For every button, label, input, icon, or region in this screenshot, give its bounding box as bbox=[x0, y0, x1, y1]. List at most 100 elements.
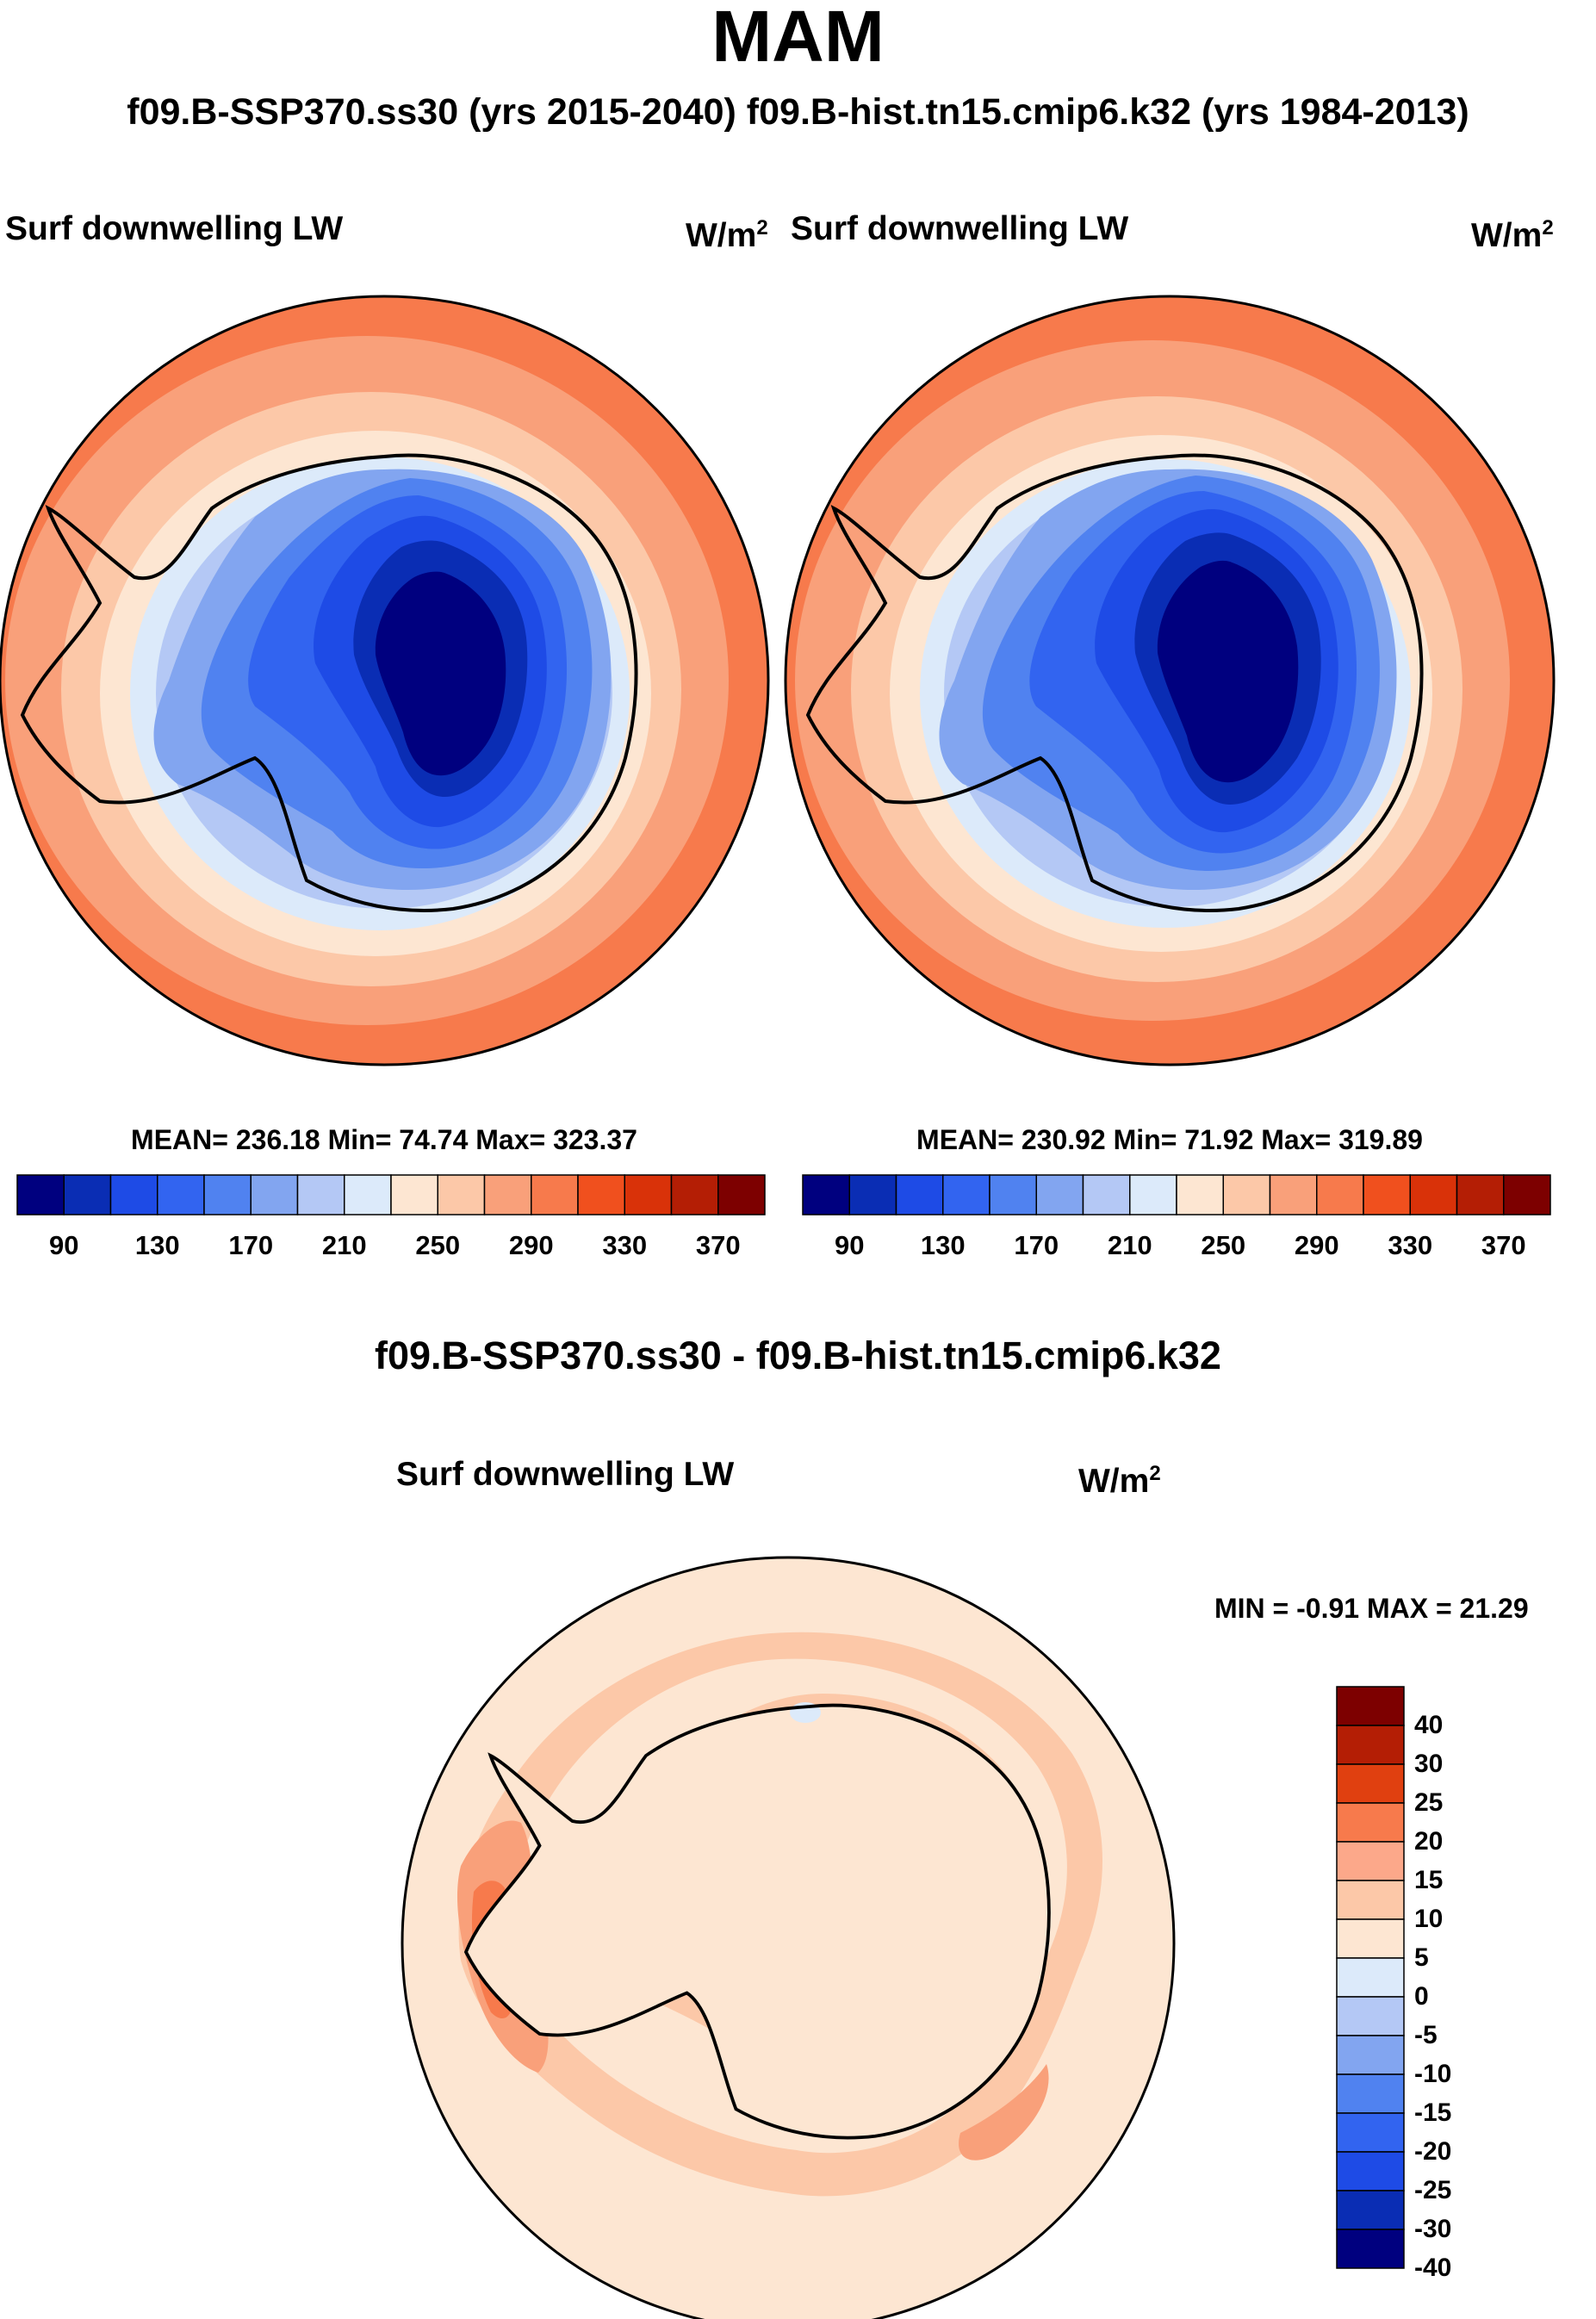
difference-colorbar-swatch bbox=[1336, 1686, 1405, 1726]
difference-colorbar-tick-label: 25 bbox=[1414, 1788, 1444, 1817]
main-title: MAM bbox=[711, 0, 885, 77]
difference-colorbar-swatch bbox=[1336, 2190, 1405, 2230]
difference-map-border bbox=[401, 1556, 1176, 2319]
left-colorbar-swatch bbox=[531, 1174, 579, 1215]
right-colorbar-swatch bbox=[1316, 1174, 1364, 1215]
right-colorbar-tick-label: 290 bbox=[1294, 1230, 1339, 1260]
right-colorbar-swatch bbox=[802, 1174, 850, 1215]
right-plot-label: Surf downwelling LW bbox=[791, 210, 1129, 247]
difference-colorbar-swatch bbox=[1336, 1957, 1405, 1998]
right-colorbar-tick-label: 130 bbox=[920, 1230, 966, 1260]
difference-colorbar-tick-label: -15 bbox=[1414, 2098, 1452, 2127]
right-colorbar-swatch bbox=[1409, 1174, 1458, 1215]
difference-minmax: MIN = -0.91 MAX = 21.29 bbox=[1214, 1593, 1529, 1624]
left-colorbar-tick-label: 370 bbox=[695, 1230, 741, 1260]
difference-colorbar-swatch bbox=[1336, 2112, 1405, 2153]
difference-plot-label: Surf downwelling LW bbox=[396, 1456, 735, 1493]
left-colorbar-swatch bbox=[670, 1174, 719, 1215]
difference-colorbar-swatch bbox=[1336, 1918, 1405, 1959]
right-units: W/m2 bbox=[1471, 216, 1554, 254]
right-colorbar-tick-label: 370 bbox=[1481, 1230, 1526, 1260]
difference-colorbar-tick-label: 0 bbox=[1414, 1982, 1429, 2011]
left-colorbar-swatch bbox=[437, 1174, 486, 1215]
left-colorbar-swatch bbox=[203, 1174, 252, 1215]
difference-colorbar-swatch bbox=[1336, 1802, 1405, 1843]
right-colorbar-swatch bbox=[1035, 1174, 1084, 1215]
left-colorbar-tick-label: 90 bbox=[49, 1230, 79, 1260]
difference-colorbar-swatch bbox=[1336, 1725, 1405, 1765]
right-colorbar-swatch bbox=[1363, 1174, 1411, 1215]
left-colorbar-tick-label: 290 bbox=[508, 1230, 554, 1260]
left-stats: MEAN= 236.18 Min= 74.74 Max= 323.37 bbox=[131, 1124, 637, 1155]
right-stats: MEAN= 230.92 Min= 71.92 Max= 319.89 bbox=[916, 1124, 1423, 1155]
difference-title: f09.B-SSP370.ss30 - f09.B-hist.tn15.cmip… bbox=[375, 1334, 1221, 1377]
difference-colorbar-tick-label: -10 bbox=[1414, 2060, 1452, 2088]
left-colorbar-tick-label: 170 bbox=[228, 1230, 274, 1260]
right-map-border bbox=[784, 295, 1556, 1066]
difference-colorbar-tick-label: -5 bbox=[1414, 2021, 1438, 2049]
right-colorbar-swatch bbox=[1129, 1174, 1177, 1215]
difference-colorbar-tick-label: 20 bbox=[1414, 1827, 1444, 1856]
left-colorbar bbox=[16, 1174, 766, 1215]
left-colorbar-swatch bbox=[483, 1174, 532, 1215]
left-colorbar-swatch bbox=[344, 1174, 392, 1215]
left-colorbar-swatch bbox=[624, 1174, 673, 1215]
left-colorbar-swatch bbox=[157, 1174, 205, 1215]
right-colorbar-swatch bbox=[1176, 1174, 1224, 1215]
difference-colorbar-tick-label: 15 bbox=[1414, 1866, 1444, 1894]
subtitle: f09.B-SSP370.ss30 (yrs 2015-2040) f09.B-… bbox=[127, 91, 1469, 133]
difference-colorbar-swatch bbox=[1336, 1996, 1405, 2036]
right-colorbar-swatch bbox=[989, 1174, 1037, 1215]
right-colorbar-swatch bbox=[1222, 1174, 1271, 1215]
difference-colorbar-tick-label: 10 bbox=[1414, 1905, 1444, 1933]
right-colorbar-tick-label: 90 bbox=[835, 1230, 865, 1260]
left-colorbar-swatch bbox=[250, 1174, 299, 1215]
left-polar-map bbox=[0, 296, 768, 1065]
right-colorbar-swatch bbox=[1503, 1174, 1551, 1215]
left-colorbar-swatch bbox=[63, 1174, 112, 1215]
difference-units: W/m2 bbox=[1078, 1462, 1161, 1500]
difference-colorbar-tick-label: 40 bbox=[1414, 1711, 1444, 1739]
left-colorbar-swatch bbox=[717, 1174, 766, 1215]
left-colorbar-tick-label: 130 bbox=[134, 1230, 180, 1260]
difference-colorbar-swatch bbox=[1336, 2229, 1405, 2269]
right-colorbar-swatch bbox=[1269, 1174, 1318, 1215]
left-plot-label: Surf downwelling LW bbox=[5, 210, 344, 247]
right-colorbar-swatch bbox=[942, 1174, 991, 1215]
difference-colorbar-tick-label: 30 bbox=[1414, 1750, 1444, 1778]
right-colorbar-tick-label: 330 bbox=[1388, 1230, 1433, 1260]
difference-colorbar-swatch bbox=[1336, 1880, 1405, 1920]
difference-colorbar-swatch bbox=[1336, 2151, 1405, 2192]
left-colorbar-swatch bbox=[390, 1174, 438, 1215]
difference-polar-map bbox=[402, 1557, 1174, 2319]
difference-colorbar-swatch bbox=[1336, 1841, 1405, 1881]
right-colorbar bbox=[802, 1174, 1551, 1215]
right-colorbar-tick-label: 210 bbox=[1107, 1230, 1152, 1260]
left-colorbar-swatch bbox=[109, 1174, 158, 1215]
difference-colorbar-tick-label: -30 bbox=[1414, 2215, 1452, 2243]
difference-colorbar bbox=[1336, 1686, 1405, 2269]
left-colorbar-tick-label: 210 bbox=[321, 1230, 367, 1260]
difference-colorbar-swatch bbox=[1336, 2035, 1405, 2075]
left-colorbar-tick-label: 250 bbox=[415, 1230, 461, 1260]
difference-colorbar-swatch bbox=[1336, 1763, 1405, 1804]
right-polar-map bbox=[786, 296, 1554, 1065]
difference-colorbar-tick-label: -25 bbox=[1414, 2176, 1452, 2204]
right-colorbar-swatch bbox=[1456, 1174, 1505, 1215]
left-map-border bbox=[0, 295, 770, 1066]
right-colorbar-tick-label: 250 bbox=[1201, 1230, 1246, 1260]
difference-colorbar-tick-label: -40 bbox=[1414, 2254, 1452, 2282]
right-colorbar-swatch bbox=[1082, 1174, 1131, 1215]
difference-colorbar-swatch bbox=[1336, 2073, 1405, 2114]
left-colorbar-swatch bbox=[577, 1174, 625, 1215]
left-units: W/m2 bbox=[686, 216, 768, 254]
left-colorbar-swatch bbox=[296, 1174, 345, 1215]
right-colorbar-swatch bbox=[848, 1174, 897, 1215]
left-colorbar-swatch bbox=[16, 1174, 65, 1215]
difference-colorbar-tick-label: 5 bbox=[1414, 1943, 1429, 1972]
difference-colorbar-tick-label: -20 bbox=[1414, 2137, 1452, 2166]
right-colorbar-tick-label: 170 bbox=[1014, 1230, 1059, 1260]
right-colorbar-swatch bbox=[895, 1174, 944, 1215]
left-colorbar-tick-label: 330 bbox=[602, 1230, 648, 1260]
